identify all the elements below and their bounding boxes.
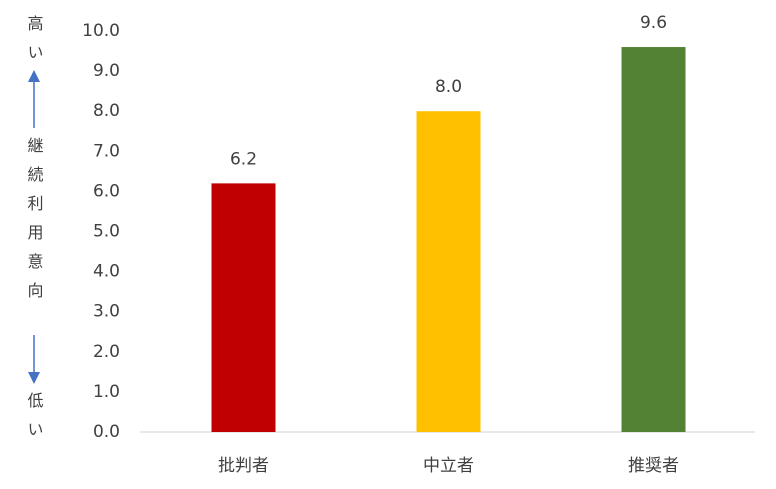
y-tick-label: 6.0 xyxy=(93,181,120,201)
y-tick-label: 7.0 xyxy=(93,141,120,161)
y-tick-label: 9.0 xyxy=(93,61,120,81)
data-label: 6.2 xyxy=(230,149,257,169)
x-tick-label: 中立者 xyxy=(423,456,474,476)
y-tick-label: 3.0 xyxy=(93,302,120,322)
y-tick-label: 4.0 xyxy=(93,262,120,282)
y-axis-label: 継続利用意向 xyxy=(25,137,44,311)
bar xyxy=(211,183,276,432)
bar xyxy=(416,111,481,432)
y-tick-label: 5.0 xyxy=(93,222,120,242)
y-label-bottom: 低い xyxy=(25,392,44,450)
y-tick-label: 2.0 xyxy=(93,342,120,362)
y-tick-label: 0.0 xyxy=(93,422,120,442)
y-tick-label: 10.0 xyxy=(82,21,120,41)
bar xyxy=(621,47,686,432)
data-label: 9.6 xyxy=(640,13,667,33)
x-tick-label: 批判者 xyxy=(218,456,269,476)
y-tick-label: 8.0 xyxy=(93,101,120,121)
y-label-top: 高い xyxy=(25,15,44,73)
x-tick-label: 推奨者 xyxy=(628,456,679,476)
y-tick-label: 1.0 xyxy=(93,382,120,402)
data-label: 8.0 xyxy=(435,77,462,97)
